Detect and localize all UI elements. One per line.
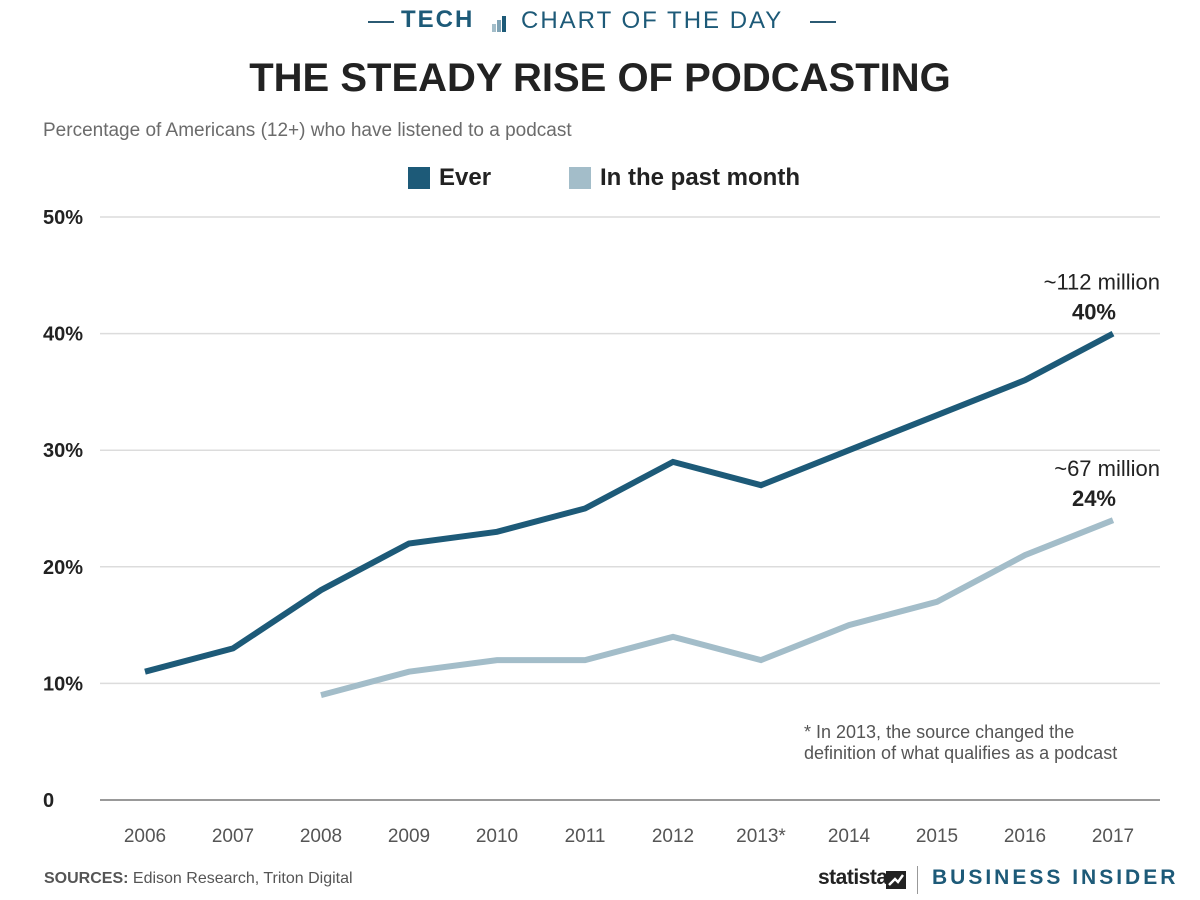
legend-label-past-month: In the past month [600,164,800,191]
x-tick-label: 2006 [124,826,166,847]
header-rule-left [368,21,394,23]
chart-subtitle: Percentage of Americans (12+) who have l… [43,120,572,141]
statista-logo: statista [818,866,888,889]
legend-swatch-past-month [569,167,591,189]
annotation-value: 24% [1072,486,1116,511]
x-tick-label: 2010 [476,826,518,847]
brand-divider [917,866,918,894]
y-tick-label: 10% [43,673,83,695]
statista-mark-icon [886,871,906,889]
x-tick-label: 2016 [1004,826,1046,847]
x-tick-label: 2014 [828,826,871,847]
series-line-ever [144,330,1115,675]
x-tick-label: 2013* [736,826,786,847]
legend-item-ever: Ever [408,164,491,192]
annotation-value: 40% [1072,300,1116,325]
legend-label-ever: Ever [439,164,492,191]
y-tick-label: 30% [43,440,83,462]
x-tick-label: 2011 [565,826,606,847]
x-tick-label: 2009 [388,826,430,847]
x-tick-label: 2012 [652,826,694,847]
y-tick-label: 40% [43,324,83,346]
business-insider-logo: BUSINESS INSIDER [932,866,1179,889]
header-section: TECH [401,6,475,33]
y-tick-label: 50% [43,207,83,229]
bar-chart-icon [492,16,506,32]
x-tick-label: 2007 [212,826,254,847]
y-tick-label: 0 [43,790,54,812]
y-tick-label: 20% [43,557,83,579]
sources-label: SOURCES: [44,870,129,887]
chart-of-the-day-header: TECH CHART OF THE DAY [0,6,1200,36]
chart-title: THE STEADY RISE OF PODCASTING [249,56,951,100]
sources-note: SOURCES: Edison Research, Triton Digital [44,870,353,888]
legend-item-past-month: In the past month [569,164,800,192]
x-tick-label: 2015 [916,826,958,847]
header-rule-right [810,21,836,23]
legend-swatch-ever [408,167,430,189]
footnote-line-2: definition of what qualifies as a podcas… [804,743,1117,763]
x-tick-label: 2017 [1092,826,1134,847]
sources-text: Edison Research, Triton Digital [132,870,353,887]
header-series-title: CHART OF THE DAY [521,7,784,34]
x-tick-label: 2008 [300,826,342,847]
annotation-count: ~112 million [1044,270,1160,295]
series-line-past-month [320,517,1115,698]
chart-legend: Ever In the past month [0,164,1200,194]
annotation-count: ~67 million [1054,456,1160,481]
footnote-line-1: * In 2013, the source changed the [804,722,1074,742]
